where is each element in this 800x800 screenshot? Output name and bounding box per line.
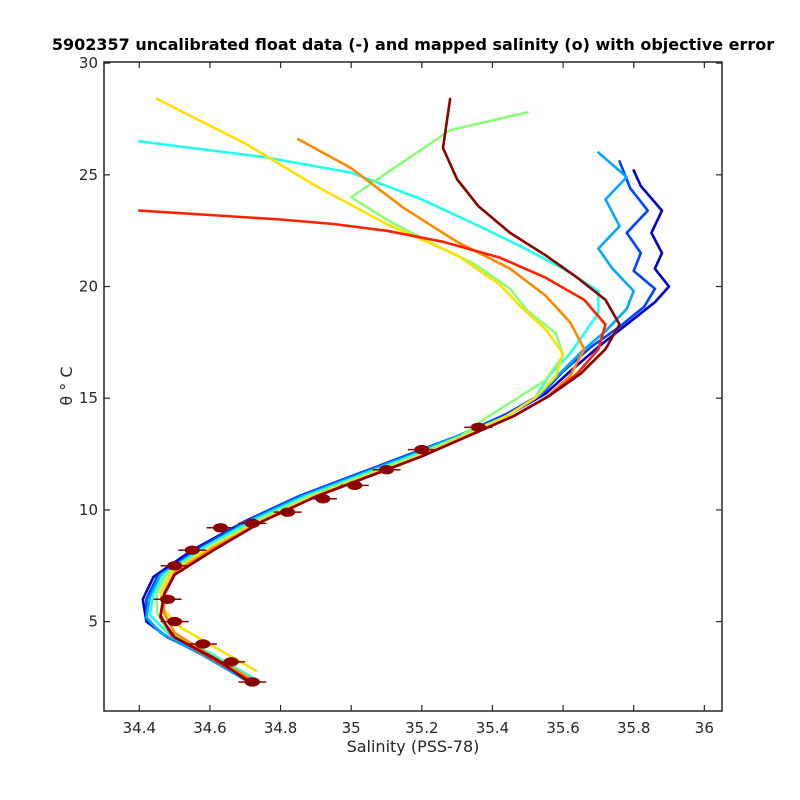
- mapped-salinity-point: [379, 465, 395, 475]
- y-axis-ticks: 5 10 15 20 25 30: [79, 54, 722, 631]
- profile-line-8: [138, 209, 607, 684]
- mapped-salinity-point: [167, 561, 183, 571]
- series-layer: [138, 97, 671, 686]
- mapped-salinity-point: [470, 422, 486, 432]
- x-tick-label: 36: [695, 719, 714, 737]
- x-tick-label: 34.8: [264, 719, 297, 737]
- y-tick-label: 15: [79, 389, 98, 407]
- mapped-salinity-point: [167, 616, 183, 627]
- x-axis-ticks: 34.4 34.6 34.8 35 35.2 35.4 35.6 35.8 36: [123, 62, 714, 737]
- y-axis-title: θ ° C: [57, 366, 76, 405]
- mapped-salinity-point: [315, 494, 331, 504]
- x-tick-label: 35: [342, 719, 361, 737]
- x-tick-label: 35.8: [617, 719, 650, 737]
- profile-line-1: [141, 169, 671, 686]
- x-tick-label: 35.4: [476, 719, 509, 737]
- profile-line-7: [162, 137, 586, 682]
- profile-line-4: [138, 140, 600, 679]
- y-tick-label: 5: [88, 613, 98, 631]
- profile-line-2: [145, 160, 657, 684]
- mapped-salinity-point: [184, 545, 200, 555]
- mapped-salinity-point: [244, 677, 260, 687]
- x-tick-label: 34.6: [193, 719, 226, 737]
- y-tick-label: 10: [79, 501, 98, 519]
- y-tick-label: 20: [79, 278, 98, 296]
- mapped-salinity-layer: [153, 422, 493, 687]
- x-axis-title: Salinity (PSS-78): [347, 737, 480, 756]
- x-tick-label: 35.2: [405, 719, 438, 737]
- y-tick-label: 30: [79, 54, 98, 72]
- mapped-salinity-point: [347, 480, 363, 491]
- x-tick-label: 35.6: [546, 719, 579, 737]
- plot-frame: [103, 61, 723, 712]
- y-tick-label: 25: [79, 166, 98, 184]
- mapped-salinity-point: [244, 518, 260, 529]
- mapped-salinity-point: [160, 594, 176, 604]
- profile-line-9: [159, 97, 621, 686]
- mapped-salinity-point: [280, 507, 296, 517]
- x-tick-label: 34.4: [123, 719, 156, 737]
- mapped-salinity-point: [195, 639, 211, 649]
- profile-line-5: [155, 111, 565, 677]
- profile-line-6: [155, 97, 565, 673]
- chart-title: 5902357 uncalibrated float data (-) and …: [52, 35, 774, 54]
- mapped-salinity-point: [213, 523, 229, 533]
- mapped-salinity-point: [223, 657, 239, 667]
- mapped-salinity-point: [414, 444, 430, 455]
